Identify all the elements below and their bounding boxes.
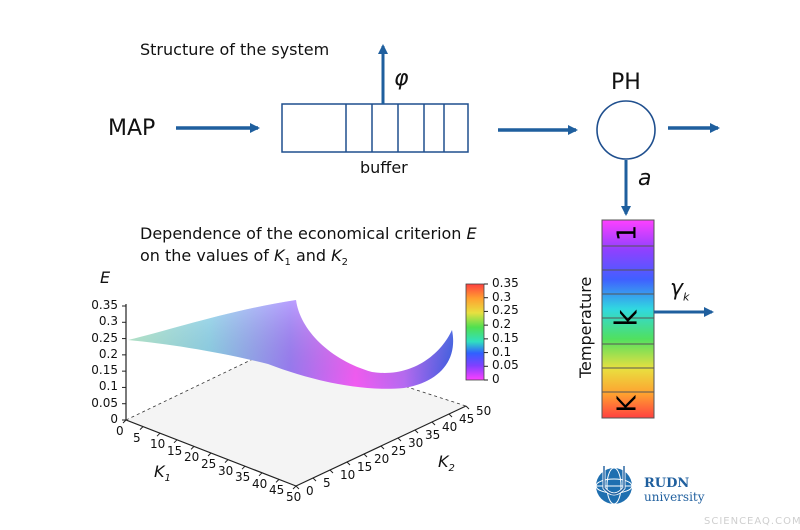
k2-tick-label: 5: [323, 476, 331, 490]
k2-tick: [312, 477, 317, 482]
colorbar-tick-label: 0.25: [492, 303, 519, 318]
z-tick-label: 0.2: [98, 346, 118, 361]
colorbar-tick-label: 0.05: [492, 358, 519, 373]
map-label: MAP: [108, 116, 156, 141]
k1-tick: [122, 419, 127, 424]
colorbar-tick-label: 0.2: [492, 317, 512, 332]
logo-name: RUDN: [644, 476, 690, 491]
k2-tick: [346, 461, 351, 466]
chart-title-line1: Dependence of the economical criterion E: [140, 224, 477, 243]
k2-tick: [397, 437, 402, 442]
ph-label: PH: [611, 70, 641, 95]
k1-tick-label: 20: [184, 450, 200, 465]
colorbar-tick-label: 0.3: [492, 289, 512, 304]
k2-tick-label: 0: [306, 484, 314, 498]
k1-tick: [275, 479, 280, 483]
k2-tick: [380, 445, 385, 450]
k1-tick: [241, 465, 246, 470]
z-tick-label: 0.25: [91, 330, 118, 345]
a-label: a: [638, 166, 652, 191]
k1-tick-label: 25: [201, 457, 217, 471]
k2-tick-label: 15: [357, 460, 373, 474]
k1-tick-label: 0: [116, 424, 124, 438]
buffer-label: buffer: [360, 158, 408, 177]
z-tick-label: 0.1: [98, 379, 118, 394]
k1-tick-label: 5: [133, 430, 141, 445]
k1-tick: [173, 439, 178, 444]
k2-tick: [431, 421, 436, 426]
k2-axis-label: K2: [438, 452, 455, 475]
k2-tick: [465, 405, 470, 410]
back-edge: [125, 345, 281, 421]
gamma-label: γk: [670, 276, 690, 304]
scale-cell-K: K: [613, 395, 643, 413]
k1-tick-label: 10: [150, 437, 166, 452]
k2-tick-label: 20: [374, 452, 390, 466]
k1-axis-label: K1: [154, 462, 171, 485]
ph-node: [596, 100, 656, 160]
z-axis-label: E: [100, 268, 111, 287]
temperature-scale: [601, 219, 655, 419]
watermark: SCIENCEAQ.COM: [704, 516, 800, 527]
k2-tick: [329, 469, 334, 474]
k1-tick-label: 30: [218, 463, 234, 478]
k2-tick-label: 50: [476, 404, 492, 418]
k2-tick-label: 10: [340, 468, 356, 482]
colorbar-tick-label: 0: [492, 372, 500, 386]
k2-tick: [295, 485, 300, 490]
k1-tick-label: 50: [286, 490, 302, 504]
logo-sub: university: [644, 490, 705, 504]
z-tick-label: 0.35: [91, 298, 118, 312]
k1-tick-label: 40: [252, 476, 268, 491]
k1-tick: [190, 446, 195, 450]
z-tick-label: 0: [110, 412, 118, 426]
k1-tick: [207, 452, 212, 457]
k1-tick-label: 15: [167, 443, 183, 458]
colorbar-tick-label: 0.1: [492, 344, 512, 359]
k1-tick: [292, 485, 297, 490]
scale-cell-k: k: [610, 309, 645, 327]
k2-tick-label: 30: [408, 436, 424, 450]
k1-tick: [156, 432, 161, 437]
diagram-title: Structure of the system: [140, 40, 330, 59]
k1-tick: [139, 426, 144, 430]
k2-tick-label: 45: [459, 412, 475, 426]
phi-label: φ: [394, 66, 409, 91]
k2-tick: [414, 429, 419, 434]
k1-tick-label: 35: [235, 470, 251, 485]
k2-tick: [363, 453, 368, 458]
z-tick-label: 0.05: [91, 395, 118, 410]
k1-tick: [224, 459, 229, 463]
buffer: [281, 103, 469, 153]
k2-tick: [448, 413, 453, 418]
colorbar-tick-label: 0.35: [492, 276, 519, 290]
rudn-logo-icon: [595, 466, 633, 505]
k2-tick-label: 35: [425, 428, 441, 442]
k2-tick-label: 25: [391, 444, 407, 458]
z-tick-label: 0.15: [91, 363, 118, 378]
colorbar: [465, 283, 485, 381]
k2-tick-label: 40: [442, 420, 458, 434]
scale-cell-1: 1: [613, 225, 643, 242]
surface-plot: [122, 300, 470, 490]
chart-title-line2: on the values of K1 and K2: [140, 246, 349, 269]
k1-tick-label: 45: [269, 483, 285, 498]
k1-tick: [258, 472, 263, 477]
colorbar-tick-label: 0.15: [492, 330, 519, 345]
z-tick-label: 0.3: [98, 314, 118, 329]
